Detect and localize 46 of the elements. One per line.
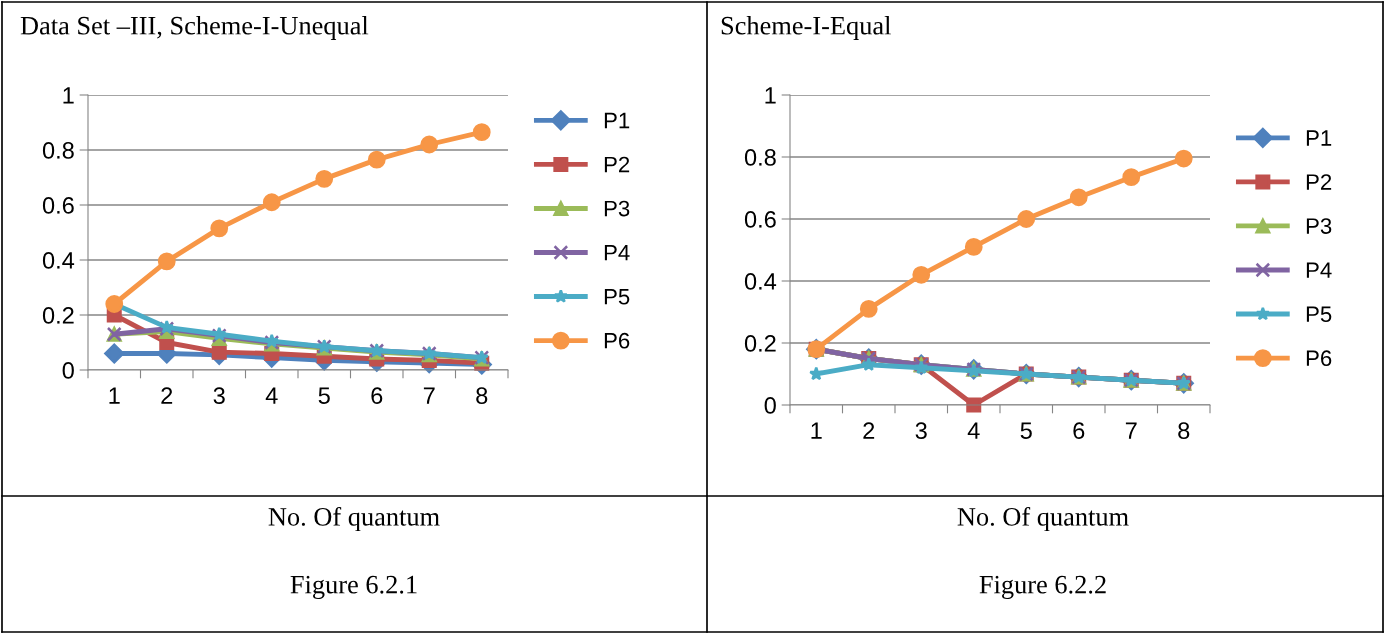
y-tick-label: 0.2 [42, 307, 74, 324]
legend-label: P4 [1306, 262, 1332, 278]
legend-label: P3 [604, 200, 630, 217]
x-tick-label: 4 [967, 422, 980, 439]
legend-label: P1 [604, 112, 630, 129]
legend-label: P3 [1306, 218, 1332, 234]
y-tick-label: 0.8 [744, 149, 776, 166]
x-tick-label: 6 [1073, 422, 1085, 440]
x-tick-label: 7 [423, 387, 435, 404]
x-tick-label: 1 [811, 422, 822, 439]
x-tick-label: 8 [1178, 422, 1190, 440]
y-tick-label: 0.4 [744, 273, 777, 290]
chart-title: Scheme-I-Equal [721, 16, 891, 40]
legend-label: P1 [1306, 130, 1332, 146]
x-axis-title: No. Of quantum [268, 506, 440, 532]
y-tick-label: 0.2 [744, 335, 776, 352]
x-tick-label: 2 [863, 422, 875, 439]
x-tick-label: 2 [161, 387, 173, 404]
x-tick-label: 5 [1020, 422, 1032, 440]
caption: Figure 6.2.1 [290, 575, 417, 599]
y-tick-label: 0.8 [42, 142, 74, 159]
x-tick-label: 8 [476, 387, 488, 405]
legend-label: P5 [604, 289, 630, 305]
y-tick-label: 0.6 [744, 211, 776, 228]
x-tick-label: 5 [318, 387, 330, 405]
x-tick-label: 4 [265, 387, 278, 404]
y-tick-label: 0.6 [42, 197, 74, 214]
legend-label: P2 [604, 156, 630, 173]
y-tick-label: 0 [62, 362, 74, 379]
legend-label: P2 [1306, 174, 1332, 190]
y-tick-label: 0 [764, 397, 776, 414]
x-tick-label: 6 [371, 387, 383, 405]
x-tick-label: 7 [1125, 422, 1137, 439]
x-tick-label: 3 [213, 387, 225, 405]
caption: Figure 6.2.2 [979, 575, 1106, 599]
y-tick-label: 1 [63, 87, 74, 104]
legend-label: P6 [1306, 350, 1332, 367]
x-tick-label: 1 [109, 387, 120, 404]
legend-label: P5 [1306, 306, 1332, 323]
y-tick-label: 1 [765, 87, 776, 104]
x-tick-label: 3 [915, 422, 927, 440]
legend-label: P6 [604, 332, 630, 349]
legend-label: P4 [604, 244, 630, 261]
y-tick-label: 0.4 [42, 252, 75, 269]
x-axis-title: No. Of quantum [957, 506, 1129, 532]
chart-title: Data Set –III, Scheme-I-Unequal [20, 16, 369, 40]
